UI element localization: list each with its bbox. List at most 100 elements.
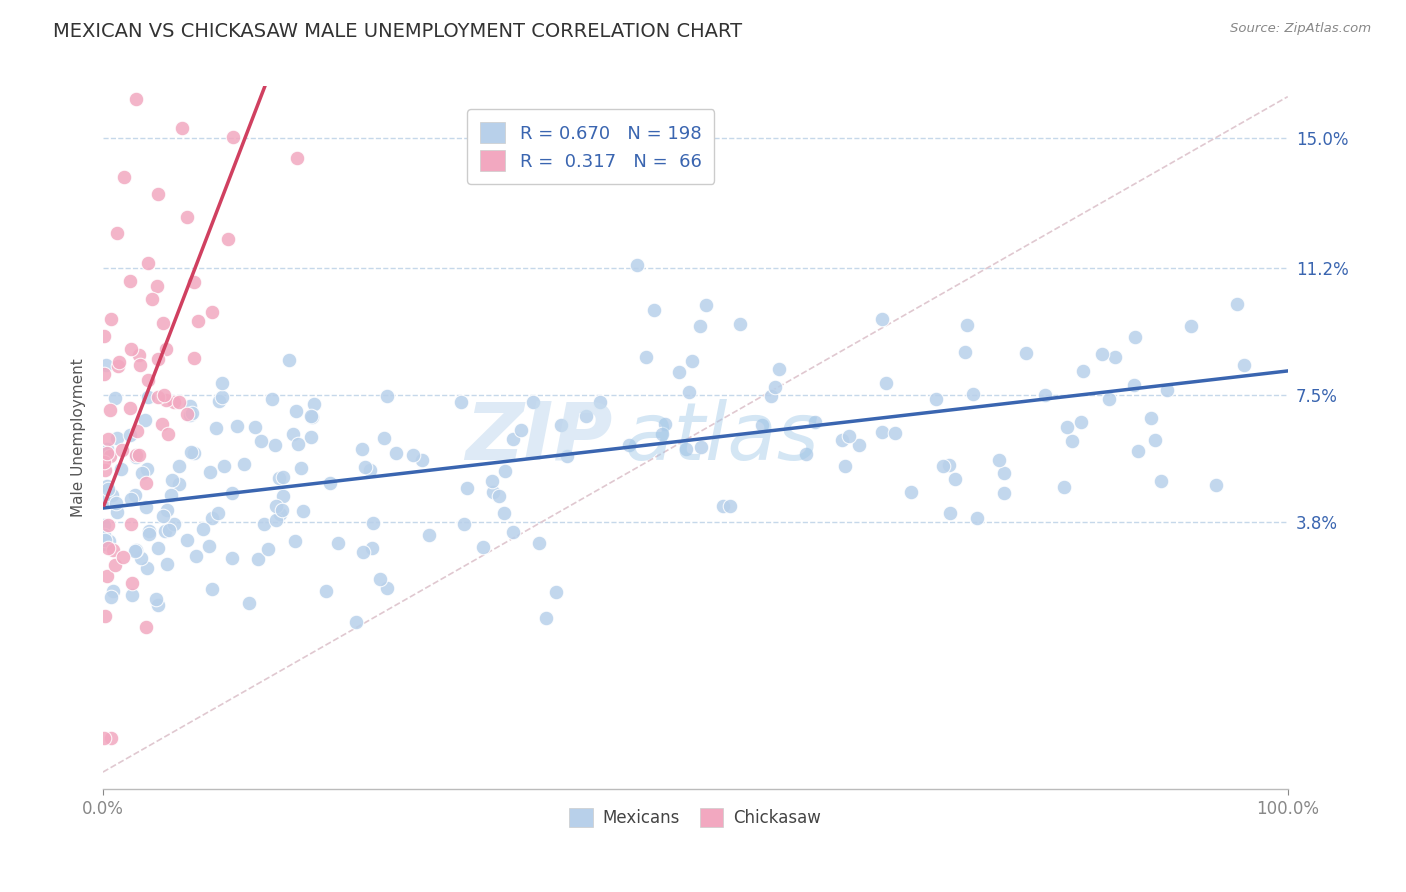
Point bbox=[97, 482, 120, 496]
Point bbox=[104, 496, 127, 510]
Point bbox=[105, 226, 128, 240]
Point bbox=[1225, 297, 1247, 311]
Point bbox=[146, 390, 169, 404]
Point bbox=[804, 416, 827, 430]
Point bbox=[267, 471, 290, 485]
Point bbox=[138, 524, 160, 538]
Point bbox=[494, 464, 516, 478]
Point bbox=[510, 423, 533, 437]
Point bbox=[253, 516, 276, 531]
Point bbox=[104, 558, 127, 572]
Point bbox=[212, 458, 235, 473]
Point bbox=[1091, 347, 1114, 361]
Point bbox=[157, 426, 180, 441]
Point bbox=[456, 481, 478, 495]
Point bbox=[128, 448, 150, 462]
Point bbox=[129, 359, 152, 373]
Point bbox=[201, 511, 224, 525]
Point bbox=[589, 395, 612, 409]
Point bbox=[148, 351, 170, 366]
Point bbox=[104, 392, 127, 406]
Point bbox=[690, 440, 713, 454]
Point bbox=[361, 541, 384, 555]
Point bbox=[385, 446, 408, 460]
Point bbox=[1033, 388, 1056, 402]
Point bbox=[162, 473, 184, 487]
Point bbox=[678, 385, 700, 400]
Point bbox=[191, 522, 214, 536]
Point bbox=[993, 466, 1015, 480]
Point bbox=[900, 485, 922, 500]
Point bbox=[271, 489, 294, 503]
Point bbox=[176, 407, 198, 421]
Point bbox=[346, 615, 368, 629]
Point bbox=[226, 419, 249, 434]
Text: Source: ZipAtlas.com: Source: ZipAtlas.com bbox=[1230, 22, 1371, 36]
Point bbox=[97, 517, 120, 532]
Point bbox=[262, 392, 284, 406]
Point bbox=[200, 582, 222, 596]
Point bbox=[938, 458, 960, 472]
Point bbox=[138, 373, 160, 387]
Point bbox=[370, 572, 392, 586]
Point bbox=[1150, 474, 1173, 488]
Point bbox=[96, 479, 118, 493]
Point bbox=[100, 731, 122, 745]
Point bbox=[160, 487, 183, 501]
Point bbox=[453, 516, 475, 531]
Text: atlas: atlas bbox=[624, 399, 818, 477]
Point bbox=[134, 413, 156, 427]
Point bbox=[163, 395, 186, 409]
Point bbox=[135, 475, 157, 490]
Point bbox=[319, 476, 342, 491]
Point bbox=[121, 588, 143, 602]
Point bbox=[103, 584, 125, 599]
Point bbox=[111, 550, 134, 565]
Point bbox=[112, 170, 135, 185]
Point bbox=[221, 551, 243, 566]
Point bbox=[97, 533, 120, 548]
Point bbox=[1062, 434, 1084, 448]
Point bbox=[120, 428, 142, 442]
Point bbox=[120, 343, 142, 357]
Point bbox=[418, 527, 440, 541]
Point bbox=[94, 533, 117, 547]
Point bbox=[146, 187, 169, 202]
Point bbox=[183, 275, 205, 289]
Point bbox=[146, 598, 169, 612]
Point bbox=[264, 513, 287, 527]
Point bbox=[93, 494, 115, 508]
Point bbox=[271, 503, 294, 517]
Point bbox=[315, 583, 337, 598]
Point bbox=[179, 409, 201, 423]
Point bbox=[169, 395, 191, 409]
Point bbox=[472, 540, 495, 554]
Point bbox=[186, 549, 208, 563]
Point bbox=[651, 426, 673, 441]
Point bbox=[135, 620, 157, 634]
Point bbox=[183, 351, 205, 365]
Point bbox=[402, 448, 425, 462]
Point bbox=[145, 592, 167, 607]
Point bbox=[555, 449, 578, 463]
Point bbox=[1053, 481, 1076, 495]
Point bbox=[269, 508, 291, 522]
Point bbox=[359, 463, 381, 477]
Point bbox=[163, 517, 186, 532]
Point bbox=[127, 424, 149, 438]
Point bbox=[179, 400, 201, 414]
Point bbox=[482, 484, 505, 499]
Point bbox=[277, 353, 299, 368]
Point bbox=[100, 311, 122, 326]
Point bbox=[373, 431, 395, 445]
Point bbox=[180, 444, 202, 458]
Point bbox=[1139, 411, 1161, 425]
Point bbox=[155, 503, 177, 517]
Point bbox=[167, 459, 190, 474]
Point bbox=[93, 528, 115, 542]
Point bbox=[198, 465, 221, 479]
Point bbox=[326, 535, 349, 549]
Point bbox=[201, 305, 224, 319]
Point bbox=[299, 409, 322, 423]
Point bbox=[291, 504, 314, 518]
